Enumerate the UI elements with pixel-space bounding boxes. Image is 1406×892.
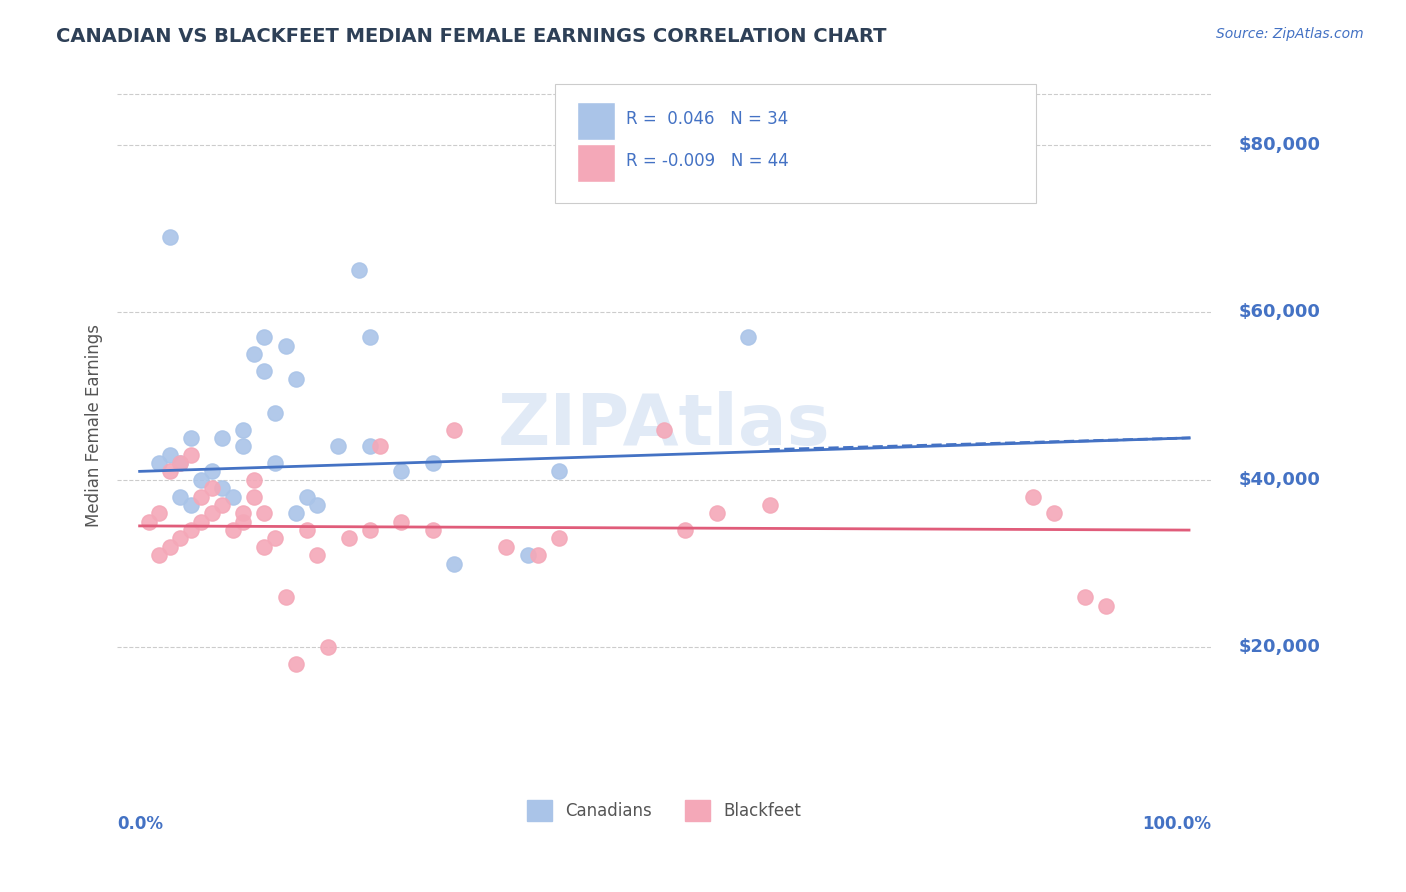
Point — [359, 523, 381, 537]
Text: $60,000: $60,000 — [1239, 303, 1320, 321]
Point — [359, 439, 381, 453]
Point — [495, 540, 517, 554]
Point — [243, 473, 266, 487]
Point — [211, 431, 233, 445]
Point — [389, 464, 412, 478]
Point — [1021, 490, 1043, 504]
Y-axis label: Median Female Earnings: Median Female Earnings — [86, 324, 103, 527]
Point — [180, 523, 202, 537]
Point — [148, 456, 170, 470]
Point — [1042, 506, 1064, 520]
Point — [169, 456, 191, 470]
Point — [328, 439, 350, 453]
FancyBboxPatch shape — [576, 144, 614, 182]
Point — [368, 439, 391, 453]
Point — [190, 490, 212, 504]
Point — [516, 548, 538, 562]
Point — [211, 481, 233, 495]
Point — [295, 523, 318, 537]
Point — [673, 523, 696, 537]
Point — [706, 506, 728, 520]
Point — [264, 406, 287, 420]
Point — [389, 515, 412, 529]
Text: $20,000: $20,000 — [1239, 639, 1320, 657]
Point — [148, 506, 170, 520]
Point — [285, 657, 308, 672]
Point — [169, 490, 191, 504]
Point — [243, 490, 266, 504]
Point — [548, 532, 571, 546]
Point — [285, 372, 308, 386]
Text: Source: ZipAtlas.com: Source: ZipAtlas.com — [1216, 27, 1364, 41]
Point — [316, 640, 339, 655]
Point — [274, 339, 297, 353]
Point — [159, 540, 181, 554]
Point — [222, 523, 245, 537]
Point — [253, 364, 276, 378]
Point — [443, 557, 465, 571]
Point — [201, 506, 224, 520]
Point — [253, 330, 276, 344]
Point — [190, 515, 212, 529]
Text: $80,000: $80,000 — [1239, 136, 1320, 153]
FancyBboxPatch shape — [555, 85, 1036, 202]
Point — [180, 448, 202, 462]
Point — [253, 506, 276, 520]
Text: ZIPAtlas: ZIPAtlas — [498, 391, 831, 459]
Point — [758, 498, 780, 512]
Legend: Canadians, Blackfeet: Canadians, Blackfeet — [520, 794, 808, 828]
Point — [285, 506, 308, 520]
Point — [337, 532, 360, 546]
Point — [211, 498, 233, 512]
Text: $40,000: $40,000 — [1239, 471, 1320, 489]
Point — [243, 347, 266, 361]
Point — [548, 464, 571, 478]
Point — [359, 330, 381, 344]
Point — [443, 423, 465, 437]
Text: 0.0%: 0.0% — [117, 815, 163, 833]
Point — [201, 464, 224, 478]
Point — [169, 532, 191, 546]
Point — [159, 229, 181, 244]
Point — [232, 423, 254, 437]
Point — [232, 439, 254, 453]
Point — [190, 473, 212, 487]
Point — [201, 481, 224, 495]
Point — [347, 263, 370, 277]
Point — [180, 498, 202, 512]
Point — [159, 448, 181, 462]
FancyBboxPatch shape — [576, 102, 614, 140]
Text: 100.0%: 100.0% — [1143, 815, 1212, 833]
Point — [159, 464, 181, 478]
Point — [148, 548, 170, 562]
Point — [307, 498, 329, 512]
Point — [232, 506, 254, 520]
Point — [169, 456, 191, 470]
Point — [264, 456, 287, 470]
Point — [138, 515, 160, 529]
Point — [222, 490, 245, 504]
Point — [1074, 590, 1097, 604]
Point — [307, 548, 329, 562]
Point — [253, 540, 276, 554]
Point — [180, 431, 202, 445]
Point — [652, 423, 675, 437]
Point — [1095, 599, 1118, 613]
Text: R = -0.009   N = 44: R = -0.009 N = 44 — [626, 152, 789, 170]
Point — [737, 330, 759, 344]
Text: CANADIAN VS BLACKFEET MEDIAN FEMALE EARNINGS CORRELATION CHART: CANADIAN VS BLACKFEET MEDIAN FEMALE EARN… — [56, 27, 887, 45]
Point — [422, 456, 444, 470]
Point — [527, 548, 550, 562]
Text: R =  0.046   N = 34: R = 0.046 N = 34 — [626, 111, 789, 128]
Point — [274, 590, 297, 604]
Point — [264, 532, 287, 546]
Point — [422, 523, 444, 537]
Point — [232, 515, 254, 529]
Point — [295, 490, 318, 504]
